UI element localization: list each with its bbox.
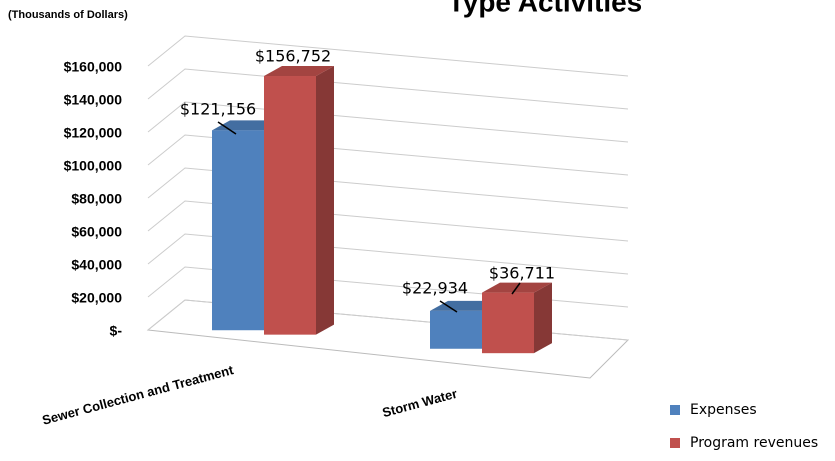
chart-subtitle: (Thousands of Dollars) [8,9,128,21]
y-tick-label: $- [110,323,123,339]
grid-line [147,200,629,242]
legend-label: Expenses [690,402,757,418]
y-tick-label: $100,000 [64,158,123,174]
y-tick-label: $140,000 [64,92,123,108]
chart-title: Type Activities [448,0,643,17]
grid-line [147,101,629,143]
grid-line [147,68,629,110]
y-tick-label: $120,000 [64,125,123,141]
bar [430,310,482,349]
legend-label: Program revenues [690,435,818,451]
grid-line [147,266,629,308]
bar-top [264,66,334,77]
legend-swatch [670,438,680,448]
data-label: $22,934 [402,279,468,298]
x-tick-label: Storm Water [381,386,459,420]
data-label: $36,711 [489,264,555,283]
y-tick-label: $160,000 [64,59,123,75]
y-tick-label: $20,000 [71,290,122,306]
grid-line [147,134,629,176]
bar [482,292,534,354]
grid-line [147,35,629,77]
y-tick-label: $40,000 [71,257,122,273]
x-tick-label: Sewer Collection and Treatment [41,362,236,428]
grid-line [147,233,629,275]
bar [212,130,264,331]
y-tick-label: $80,000 [71,191,122,207]
leader-line [511,282,521,295]
data-label: $156,752 [255,47,331,66]
y-tick-label: $60,000 [71,224,122,240]
legend-swatch [670,405,680,415]
bar [264,76,316,335]
bar-side [534,282,552,354]
bar-side [316,66,334,335]
grid-line [147,167,629,209]
leader-line [217,121,237,135]
leader-line [439,300,458,313]
data-label: $121,156 [180,100,256,119]
